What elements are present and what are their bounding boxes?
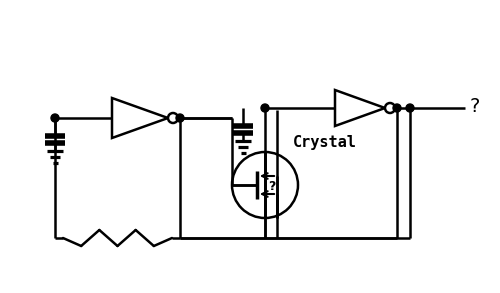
Text: Crystal: Crystal [293,135,357,150]
Circle shape [261,104,269,112]
Circle shape [51,114,59,122]
Circle shape [176,114,184,122]
Text: ?: ? [268,180,276,193]
Circle shape [406,104,414,112]
Text: ?: ? [470,98,480,117]
Circle shape [393,104,401,112]
